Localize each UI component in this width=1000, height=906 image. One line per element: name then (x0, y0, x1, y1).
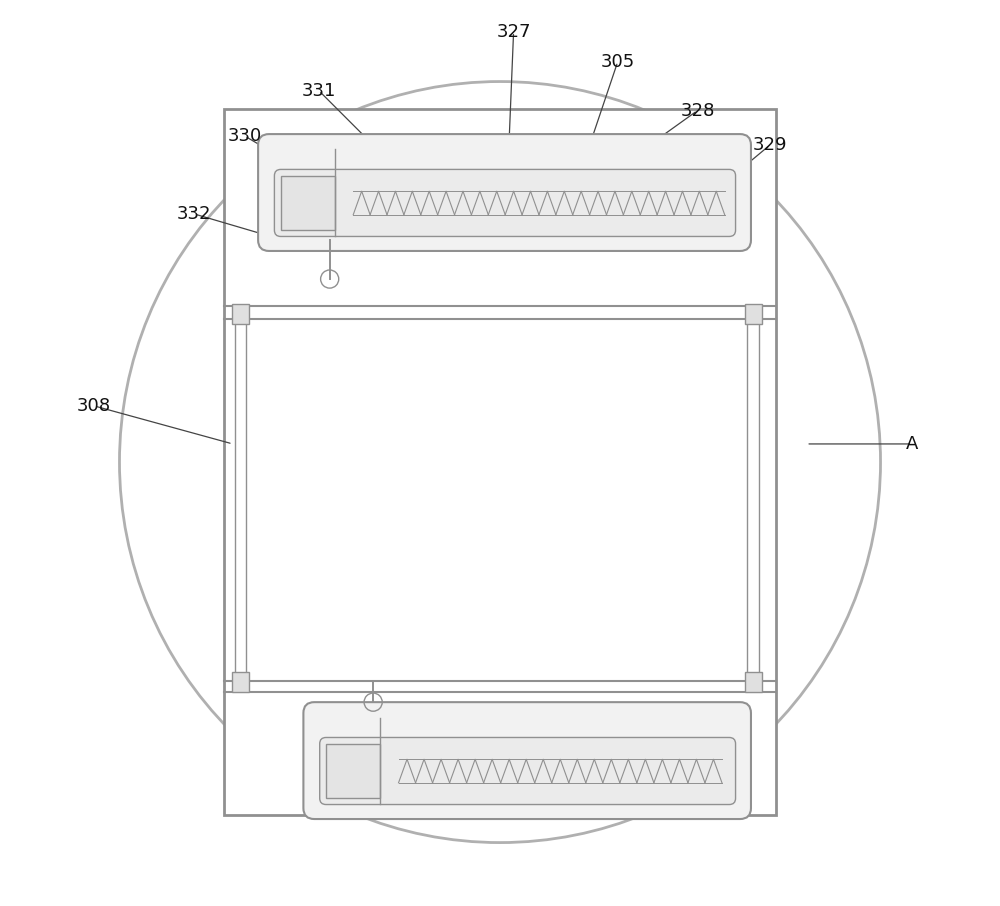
Text: 327: 327 (496, 23, 531, 41)
Bar (224, 109, 776, 815)
Text: A: A (906, 435, 918, 453)
Bar (232, 304, 249, 324)
FancyBboxPatch shape (274, 169, 736, 236)
Text: 328: 328 (680, 101, 715, 120)
Bar (232, 672, 249, 692)
FancyBboxPatch shape (258, 134, 751, 251)
Text: 305: 305 (601, 53, 635, 71)
FancyBboxPatch shape (320, 737, 736, 805)
Bar (326, 744, 380, 798)
Bar (745, 672, 762, 692)
Text: 308: 308 (77, 397, 111, 415)
FancyBboxPatch shape (303, 702, 751, 819)
Bar (745, 304, 762, 324)
Text: 330: 330 (227, 127, 262, 145)
Text: 331: 331 (302, 82, 336, 100)
Bar (281, 176, 335, 230)
Text: 332: 332 (177, 205, 211, 223)
Text: 329: 329 (753, 136, 787, 154)
